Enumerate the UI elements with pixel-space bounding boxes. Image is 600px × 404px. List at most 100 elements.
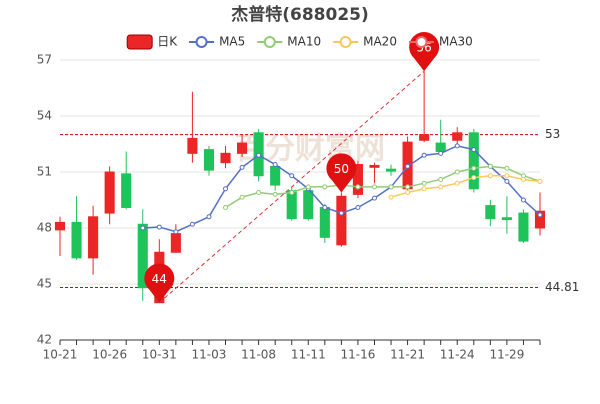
ma-point <box>272 191 278 197</box>
ma-point <box>256 190 262 196</box>
ma-point <box>537 178 543 184</box>
pin <box>144 263 175 303</box>
ma-point <box>438 184 444 190</box>
chart-title: 杰普特(688025) <box>231 4 369 25</box>
y-tick-label: 57 <box>37 53 52 67</box>
candle-body <box>137 223 148 289</box>
ma-point <box>305 184 311 190</box>
candle-body <box>485 205 496 220</box>
candle-body <box>336 195 347 246</box>
candle-body <box>452 132 463 141</box>
ma-point <box>504 165 510 171</box>
x-tick-label: 11-29 <box>489 348 524 362</box>
ma-point <box>405 163 411 169</box>
ma-point <box>471 165 477 171</box>
reference-label: 53 <box>545 127 560 141</box>
ma-point <box>289 190 295 196</box>
ma-point <box>140 225 146 231</box>
legend-swatch <box>195 36 208 48</box>
y-tick-label: 48 <box>37 221 52 235</box>
ma-point <box>256 152 262 158</box>
ma-point <box>504 173 510 179</box>
candle-body <box>270 165 281 186</box>
ma-point <box>173 229 179 235</box>
y-tick-label: 54 <box>37 109 52 123</box>
ma-point <box>239 164 245 170</box>
candle-body <box>187 137 198 154</box>
candle-body <box>88 216 99 259</box>
ma-point <box>471 175 477 181</box>
ma-point <box>537 212 543 218</box>
candle-body <box>319 206 330 238</box>
ma-point <box>421 152 427 158</box>
x-tick-label: 10-26 <box>92 348 127 362</box>
ma-point <box>322 184 328 190</box>
x-tick-label: 11-21 <box>390 348 425 362</box>
legend-label: MA30 <box>439 35 473 49</box>
ma-point <box>189 221 195 227</box>
ma-point <box>388 194 394 200</box>
ma-point <box>223 186 229 192</box>
candle-body <box>237 142 248 154</box>
ma-point <box>223 204 229 210</box>
legend-swatch <box>339 36 352 48</box>
candle-body <box>170 233 181 253</box>
ma-point <box>487 163 493 169</box>
candle-body <box>71 221 82 259</box>
ma-point <box>504 178 510 184</box>
ma-line <box>225 165 541 209</box>
x-tick-label: 11-11 <box>291 348 326 362</box>
candle-body <box>303 190 314 220</box>
legend-label: MA20 <box>363 35 397 49</box>
ma-point <box>206 214 212 220</box>
ma-point <box>405 184 411 190</box>
x-tick-label: 11-03 <box>192 348 227 362</box>
ma-point <box>371 195 377 201</box>
ma-point <box>454 169 460 175</box>
candle-body <box>220 152 231 164</box>
legend-swatch <box>126 34 153 50</box>
ma-point <box>156 224 162 230</box>
ma-point <box>438 176 444 182</box>
ma-point <box>438 150 444 156</box>
candle-body <box>352 164 363 195</box>
ma-point <box>520 197 526 203</box>
legend-label: 日K <box>157 35 178 49</box>
candle-body <box>121 173 132 208</box>
candle-body <box>435 142 446 152</box>
ma-point <box>239 194 245 200</box>
ma-point <box>289 173 295 179</box>
ma-line <box>390 174 541 198</box>
ma-point <box>421 186 427 192</box>
x-tick-label: 10-31 <box>142 348 177 362</box>
reference-label: 44.81 <box>545 280 579 294</box>
y-tick-label: 45 <box>37 277 52 291</box>
ma-point <box>355 204 361 210</box>
candle-body <box>518 212 529 242</box>
ma-point <box>338 210 344 216</box>
candle-body <box>203 149 215 171</box>
ma-point <box>520 176 526 182</box>
candle-body <box>468 132 479 190</box>
y-tick-label: 42 <box>37 333 52 347</box>
candle-body <box>369 164 380 168</box>
x-tick-label: 11-16 <box>340 348 375 362</box>
ma-point <box>355 184 361 190</box>
x-tick-label: 11-24 <box>440 348 475 362</box>
legend-label: MA10 <box>287 35 321 49</box>
x-tick-label: 10-21 <box>43 348 78 362</box>
legend: 日K MA5 MA10 MA20 MA30 <box>126 34 473 50</box>
ma-point <box>272 162 278 168</box>
legend-swatch <box>415 36 428 48</box>
pin-label: 44 <box>152 272 167 286</box>
candle-body <box>534 210 546 229</box>
candle-body <box>419 134 430 141</box>
ma-point <box>388 184 394 190</box>
candle-body <box>104 171 115 214</box>
legend-swatch <box>263 36 276 48</box>
x-tick-label: 11-08 <box>241 348 276 362</box>
legend-label: MA5 <box>219 35 245 49</box>
ma-point <box>421 180 427 186</box>
